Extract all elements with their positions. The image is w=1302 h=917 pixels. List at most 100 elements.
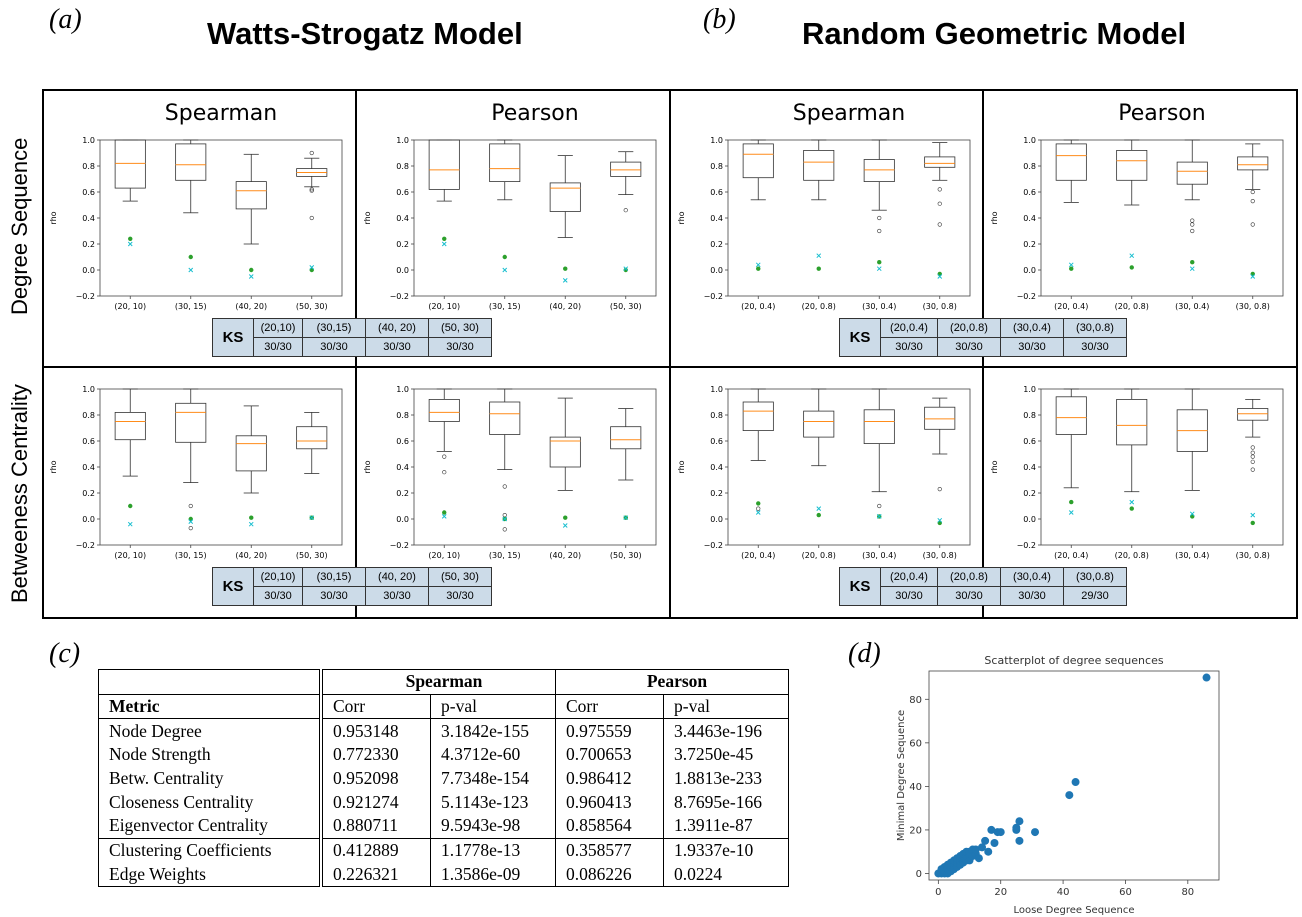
outlier-point bbox=[1250, 454, 1255, 459]
row-label-degree: Degree Sequence bbox=[7, 137, 32, 315]
cell: 0.412889 bbox=[321, 838, 431, 863]
panel-label-b: (b) bbox=[703, 4, 736, 35]
cyan-x-marker bbox=[1250, 512, 1256, 518]
cell: 0.921274 bbox=[321, 790, 431, 815]
cyan-x-marker bbox=[1189, 511, 1195, 517]
x-tick-label: (50, 30) bbox=[610, 551, 642, 560]
chart-title: Spearman bbox=[165, 101, 277, 126]
y-tick-label: 0.0 bbox=[82, 515, 95, 524]
y-tick-label: 0.0 bbox=[1023, 266, 1036, 275]
x-tick-label: (30, 15) bbox=[489, 551, 521, 560]
panel-label-d: (d) bbox=[848, 638, 881, 669]
scatter-point bbox=[1012, 823, 1021, 832]
x-tick-label: (20, 0.4) bbox=[1054, 551, 1088, 560]
ks-result: 30/30 bbox=[253, 337, 303, 357]
ks-result: 30/30 bbox=[302, 586, 366, 606]
y-tick-label: 1.0 bbox=[396, 385, 409, 394]
y-tick-label: 0.0 bbox=[396, 266, 409, 275]
cyan-x-marker bbox=[248, 521, 254, 527]
x-tick-label: (30, 0.8) bbox=[923, 551, 957, 560]
y-axis-label: rho bbox=[49, 460, 58, 473]
outlier-point bbox=[877, 228, 882, 234]
table-row: Clustering Coefficients 0.412889 1.1778e… bbox=[98, 838, 789, 863]
outlier-point bbox=[309, 150, 314, 156]
cell: 1.9337e-10 bbox=[674, 840, 754, 861]
ks-param: (30,0.8) bbox=[1063, 567, 1127, 587]
y-tick-label: 1.0 bbox=[710, 136, 723, 145]
col-header-pval: p-val bbox=[674, 696, 710, 717]
col-header-corr: Corr bbox=[321, 694, 431, 719]
x-tick-label: (20, 0.8) bbox=[1115, 302, 1149, 311]
cell: 0.953148 bbox=[321, 718, 431, 744]
ks-param: (40, 20) bbox=[365, 318, 429, 338]
x-tick-label: (40, 20) bbox=[235, 302, 267, 311]
cell: 0.880711 bbox=[321, 814, 431, 839]
cell: 0.986412 bbox=[555, 766, 664, 791]
x-tick-label: (30, 0.8) bbox=[923, 302, 957, 311]
outlier-point bbox=[309, 215, 314, 221]
y-tick-label: 0.6 bbox=[1023, 437, 1036, 446]
x-tick-label: 0 bbox=[935, 887, 941, 898]
cyan-x-marker bbox=[248, 274, 254, 279]
x-tick-label: (30, 15) bbox=[175, 302, 207, 311]
x-tick-label: (30, 0.4) bbox=[1175, 302, 1209, 311]
scatter-point bbox=[1015, 836, 1024, 845]
x-tick-label: (40, 20) bbox=[549, 551, 581, 560]
cyan-x-marker bbox=[1129, 253, 1135, 259]
cyan-x-marker bbox=[127, 241, 133, 247]
outlier-point bbox=[502, 527, 507, 532]
outlier-point bbox=[1190, 218, 1195, 223]
outlier-point bbox=[937, 187, 942, 192]
green-marker bbox=[756, 501, 761, 506]
cell: 3.4463e-196 bbox=[674, 720, 762, 741]
chart-title: Pearson bbox=[1118, 101, 1205, 126]
scatter-point bbox=[1031, 828, 1040, 837]
y-tick-label: 0.2 bbox=[1023, 489, 1036, 498]
scatter-chart: Scatterplot of degree sequences Loose Deg… bbox=[896, 654, 1220, 916]
ks-result: 30/30 bbox=[880, 586, 938, 606]
x-tick-label: (50, 30) bbox=[296, 302, 328, 311]
cyan-x-marker bbox=[562, 278, 568, 283]
y-tick-label: 0.2 bbox=[396, 489, 409, 498]
x-tick-label: (20, 10) bbox=[114, 302, 146, 311]
cell: 8.7695e-166 bbox=[674, 791, 762, 812]
scatter-point bbox=[978, 843, 987, 852]
metric-name: Node Strength bbox=[98, 743, 323, 767]
ks-table-ws-degree: KS (20,10) (30,15) (40, 20) (50, 30) 30/… bbox=[212, 318, 492, 357]
grid-divider bbox=[669, 89, 671, 619]
x-tick-label: (40, 20) bbox=[235, 551, 267, 560]
box-chart-rg-betweenness-pearson: rho −0.2 0.0 0.2 0.4 0.6 0.8 1.0 (20, 0.4) (20, 0… bbox=[990, 385, 1284, 560]
ks-result: 30/30 bbox=[365, 337, 429, 357]
x-tick-label: (20, 0.8) bbox=[1115, 551, 1149, 560]
ks-table-rg-degree: KS (20,0.4) (20,0.8) (30,0.4) (30,0.8) 3… bbox=[839, 318, 1127, 357]
cell: 0.858564 bbox=[555, 814, 664, 839]
y-axis-label: rho bbox=[990, 211, 999, 224]
x-tick-label: 60 bbox=[1119, 887, 1132, 898]
y-tick-label: 0.0 bbox=[1023, 515, 1036, 524]
y-tick-label: 0.8 bbox=[396, 411, 409, 420]
outlier-point bbox=[1250, 189, 1255, 195]
y-tick-label: 0.6 bbox=[82, 437, 95, 446]
y-tick-label: 0.4 bbox=[82, 463, 95, 472]
outlier-point bbox=[309, 188, 314, 193]
y-tick-label: 0.0 bbox=[710, 266, 723, 275]
ks-param: (50, 30) bbox=[428, 567, 492, 587]
box-chart-rg-betweenness-spearman: rho −0.2 0.0 0.2 0.4 0.6 0.8 1.0 (20, 0.4) (20, 0… bbox=[677, 385, 971, 560]
green-marker bbox=[1190, 260, 1195, 265]
y-tick-label: 0.0 bbox=[82, 266, 95, 275]
cyan-x-marker bbox=[816, 253, 822, 259]
box bbox=[175, 402, 207, 443]
y-tick-label: 0.4 bbox=[396, 214, 409, 223]
ks-param: (30,0.4) bbox=[1000, 567, 1064, 587]
cell: 3.1842e-155 bbox=[430, 718, 556, 744]
scatter-point bbox=[987, 825, 996, 834]
y-tick-label: 1.0 bbox=[1023, 136, 1036, 145]
scatter-point bbox=[1202, 673, 1211, 682]
cyan-x-marker bbox=[309, 265, 315, 270]
x-tick-label: (30, 15) bbox=[489, 302, 521, 311]
x-tick-label: (50, 30) bbox=[296, 551, 328, 560]
box bbox=[863, 409, 895, 444]
table-row: Eigenvector Centrality 0.880711 9.5943e-… bbox=[98, 814, 789, 839]
box bbox=[1176, 161, 1208, 185]
outlier-point bbox=[1250, 467, 1255, 472]
